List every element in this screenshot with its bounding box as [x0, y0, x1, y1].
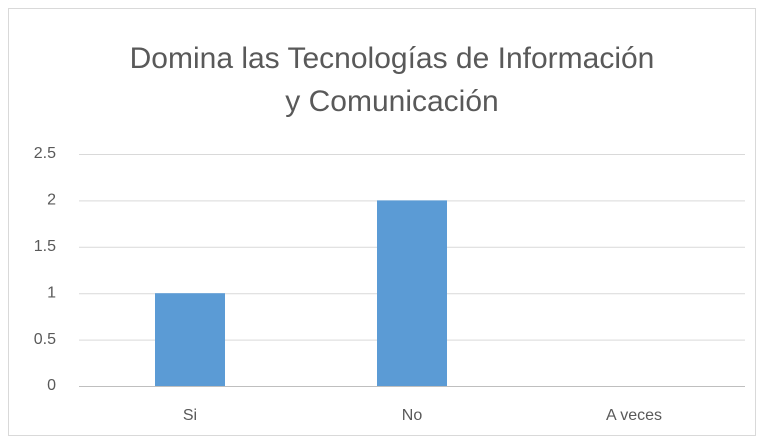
chart-title: Domina las Tecnologías de Información	[130, 42, 655, 75]
y-tick-label: 2	[47, 192, 56, 209]
x-tick-label: A veces	[606, 407, 662, 424]
y-tick-label: 2.5	[34, 145, 56, 162]
chart-title: y Comunicación	[285, 85, 498, 118]
y-tick-label: 1	[47, 284, 56, 301]
y-tick-label: 1.5	[34, 238, 56, 255]
x-tick-label: Si	[183, 407, 197, 424]
y-tick-label: 0	[47, 377, 56, 394]
bar	[377, 200, 447, 386]
y-tick-label: 0.5	[34, 331, 56, 348]
bar	[155, 293, 225, 386]
x-tick-label: No	[402, 407, 423, 424]
